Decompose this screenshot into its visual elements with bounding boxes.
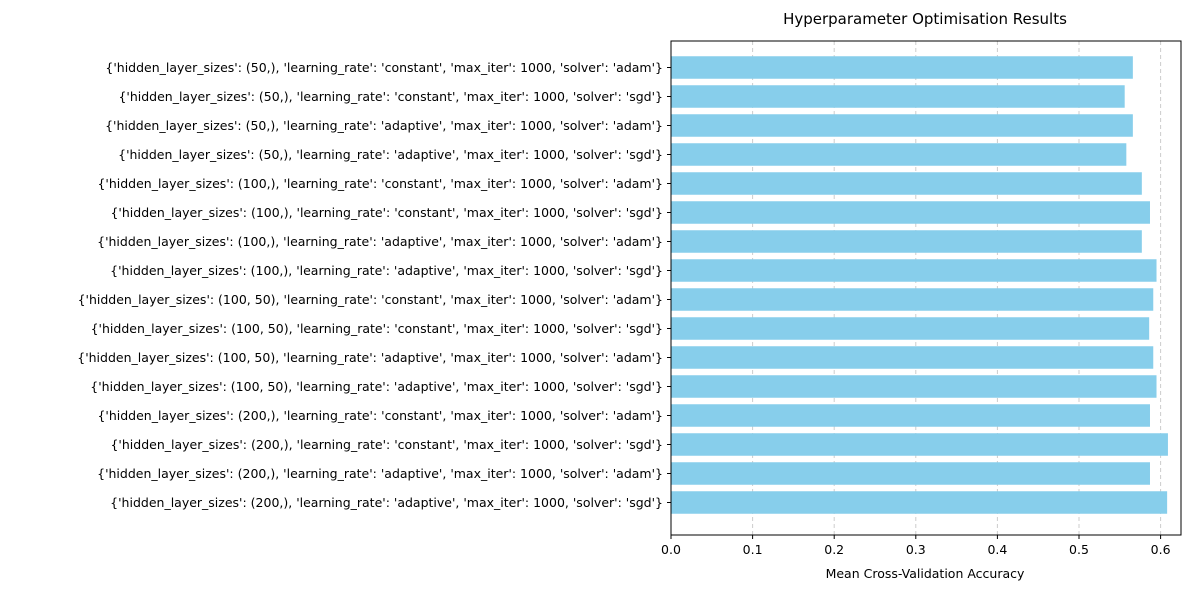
bar-12: [671, 404, 1150, 427]
bar-6: [671, 230, 1142, 253]
bar-11: [671, 375, 1157, 398]
bar-0: [671, 56, 1133, 79]
x-tick-label-0: 0.0: [661, 542, 681, 557]
y-tick-label-0: {'hidden_layer_sizes': (50,), 'learning_…: [105, 60, 663, 75]
x-tick-label-3: 0.3: [906, 542, 926, 557]
bar-8: [671, 288, 1154, 311]
bar-5: [671, 201, 1150, 224]
y-tick-label-15: {'hidden_layer_sizes': (200,), 'learning…: [110, 495, 663, 510]
y-tick-label-2: {'hidden_layer_sizes': (50,), 'learning_…: [105, 118, 663, 133]
bar-1: [671, 85, 1125, 108]
y-tick-label-1: {'hidden_layer_sizes': (50,), 'learning_…: [118, 89, 663, 104]
bar-15: [671, 491, 1168, 514]
chart-title: Hyperparameter Optimisation Results: [783, 10, 1067, 28]
y-tick-label-3: {'hidden_layer_sizes': (50,), 'learning_…: [118, 147, 663, 162]
x-tick-label-1: 0.1: [743, 542, 763, 557]
bar-14: [671, 462, 1150, 485]
y-tick-label-7: {'hidden_layer_sizes': (100,), 'learning…: [110, 263, 663, 278]
y-tick-label-8: {'hidden_layer_sizes': (100, 50), 'learn…: [78, 292, 663, 307]
x-tick-label-4: 0.4: [987, 542, 1007, 557]
bar-3: [671, 143, 1127, 166]
y-tick-label-5: {'hidden_layer_sizes': (100,), 'learning…: [110, 205, 663, 220]
y-tick-label-10: {'hidden_layer_sizes': (100, 50), 'learn…: [77, 350, 663, 365]
y-tick-label-4: {'hidden_layer_sizes': (100,), 'learning…: [97, 176, 663, 191]
x-tick-labels: 0.0 0.1 0.2 0.3 0.4 0.5 0.6: [661, 535, 1171, 557]
y-tick-label-14: {'hidden_layer_sizes': (200,), 'learning…: [97, 466, 663, 481]
y-tick-label-12: {'hidden_layer_sizes': (200,), 'learning…: [97, 408, 663, 423]
bar-7: [671, 259, 1157, 282]
x-tick-label-6: 0.6: [1151, 542, 1171, 557]
bars: [671, 56, 1168, 514]
x-tick-label-2: 0.2: [824, 542, 844, 557]
y-tick-label-6: {'hidden_layer_sizes': (100,), 'learning…: [97, 234, 663, 249]
bar-2: [671, 114, 1133, 137]
axes-frame: [670, 40, 1182, 536]
bar-13: [671, 433, 1168, 456]
bar-10: [671, 346, 1154, 369]
y-tick-label-9: {'hidden_layer_sizes': (100, 50), 'learn…: [91, 321, 663, 336]
y-tick-labels: {'hidden_layer_sizes': (50,), 'learning_…: [77, 60, 671, 510]
axes-frame-rect: [670, 40, 1182, 536]
bar-4: [671, 172, 1142, 195]
y-tick-label-11: {'hidden_layer_sizes': (100, 50), 'learn…: [90, 379, 663, 394]
bar-9: [671, 317, 1150, 340]
y-tick-label-13: {'hidden_layer_sizes': (200,), 'learning…: [110, 437, 663, 452]
x-tick-label-5: 0.5: [1069, 542, 1089, 557]
x-axis-label: Mean Cross-Validation Accuracy: [826, 566, 1025, 581]
